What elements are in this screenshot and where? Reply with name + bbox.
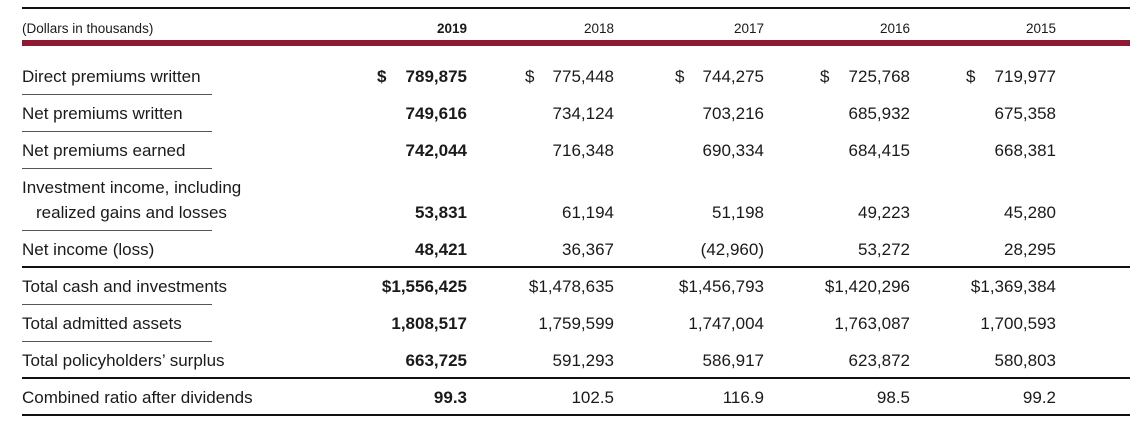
row-divider [22,168,212,169]
year-header: 2015 [1025,21,1056,36]
currency-symbol: $ [675,67,685,86]
row-label: Direct premiums written [22,67,201,86]
row-label: Net premiums earned [22,141,186,160]
value-2016: 1,763,087 [834,314,910,333]
value-2018: 591,293 [552,351,614,370]
year-header: 2016 [879,21,910,36]
row-label: Net income (loss) [22,240,155,259]
currency-symbol: $ [525,67,535,86]
value-2019: 53,831 [415,203,467,222]
value-2019: 99.3 [433,388,467,407]
currency-symbol: $ [966,67,976,86]
value-2019: 789,875 [405,67,467,86]
value-2018: 716,348 [552,141,614,160]
value-2018: 61,194 [562,203,614,222]
value-2017: 744,275 [702,67,764,86]
table-header: (Dollars in thousands) 2019 2018 2017 20… [22,19,1130,39]
value-2017: 586,917 [702,351,764,370]
value-2017: 1,747,004 [688,314,764,333]
section-divider [22,377,1130,379]
section-divider [22,266,1130,268]
value-2019: $1,556,425 [381,277,467,296]
value-2015: 28,295 [1004,240,1056,259]
value-2017: 690,334 [702,141,764,160]
value-2017: 116.9 [722,388,764,407]
bottom-rule [22,414,1130,416]
value-2019: 749,616 [405,104,467,123]
value-2016: 685,932 [848,104,910,123]
value-2016: 725,768 [848,67,910,86]
currency-symbol: $ [377,67,387,86]
value-2017: 51,198 [712,203,764,222]
value-2018: $1,478,635 [528,277,614,296]
value-2015: 675,358 [994,104,1056,123]
row-divider [22,94,212,95]
row-label-continued: realized gains and losses [22,203,227,223]
row-divider [22,131,212,132]
value-2018: 1,759,599 [538,314,614,333]
value-2016: 53,272 [858,240,910,259]
value-2015: 580,803 [994,351,1056,370]
row-label: Combined ratio after dividends [22,388,253,407]
row-label: Total policyholders’ surplus [22,351,225,370]
currency-symbol: $ [820,67,830,86]
row-divider [22,304,212,305]
caption: (Dollars in thousands) [22,21,154,36]
value-2019: 1,808,517 [391,314,467,333]
value-2016: 49,223 [858,203,910,222]
value-2018: 775,448 [552,67,614,86]
value-2018: 734,124 [552,104,614,123]
row-label: Total admitted assets [22,314,182,333]
row-label-line2: realized gains and losses [36,203,227,222]
row-label: Total cash and investments [22,277,228,296]
value-2019: 742,044 [405,141,467,160]
value-2017: 703,216 [702,104,764,123]
value-2016: 98.5 [876,388,910,407]
header-accent-band [22,40,1130,46]
value-2015: 719,977 [994,67,1056,86]
year-header: 2017 [733,21,764,36]
value-2016: 684,415 [848,141,910,160]
value-2017: $1,456,793 [678,277,764,296]
value-2018: 102.5 [571,388,614,407]
row-divider [22,341,212,342]
value-2015: 668,381 [994,141,1056,160]
value-2017: (42,960) [700,240,764,259]
value-2019: 663,725 [405,351,467,370]
value-2015: 1,700,593 [980,314,1056,333]
value-2018: 36,367 [562,240,614,259]
row-divider [22,230,212,231]
year-header: 2018 [583,21,614,36]
value-2015: 99.2 [1022,388,1056,407]
value-2019: 48,421 [415,240,467,259]
value-2016: 623,872 [848,351,910,370]
value-2015: $1,369,384 [970,277,1056,296]
row-label: Investment income, including [22,178,242,197]
year-header: 2019 [436,21,467,36]
top-rule [22,7,1130,9]
value-2016: $1,420,296 [824,277,910,296]
row-label: Net premiums written [22,104,183,123]
value-2015: 45,280 [1004,203,1056,222]
